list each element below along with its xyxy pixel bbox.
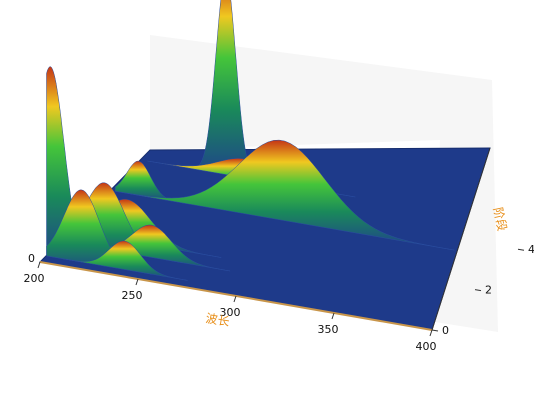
tick-layer: 200 250 300 350 400 0 2 4 0 bbox=[24, 243, 534, 353]
x-tick-label-3: 350 bbox=[318, 323, 339, 336]
x-tick-label-2: 300 bbox=[220, 306, 241, 319]
x-tick-mark-0 bbox=[37, 261, 41, 269]
x-tick-mark-3 bbox=[331, 312, 335, 320]
surface-peak-9 bbox=[62, 240, 188, 281]
x-tick-label-4: 400 bbox=[416, 340, 437, 353]
x-tick-label-1: 250 bbox=[122, 289, 143, 302]
x-tick-label-0: 200 bbox=[24, 272, 45, 285]
y-tick-mark-2 bbox=[517, 248, 525, 251]
x-tick-mark-1 bbox=[135, 278, 139, 286]
x-axis-label: 波长 bbox=[205, 311, 231, 329]
y-tick-label-2: 4 bbox=[528, 243, 534, 256]
y-tick-mark-1 bbox=[474, 289, 482, 292]
surface-peak-3 bbox=[115, 139, 455, 251]
y-tick-label-1: 2 bbox=[485, 284, 492, 297]
x-tick-mark-4 bbox=[429, 329, 433, 337]
x-tick-mark-2 bbox=[233, 295, 237, 303]
surface-layer bbox=[46, 0, 455, 281]
y-axis-label: 阶段 bbox=[491, 206, 511, 233]
y-tick-label-0: 0 bbox=[442, 324, 449, 337]
y-axis-line bbox=[431, 147, 491, 331]
y-tick-mark-0 bbox=[431, 329, 439, 332]
z-tick-label-0: 0 bbox=[28, 252, 35, 265]
